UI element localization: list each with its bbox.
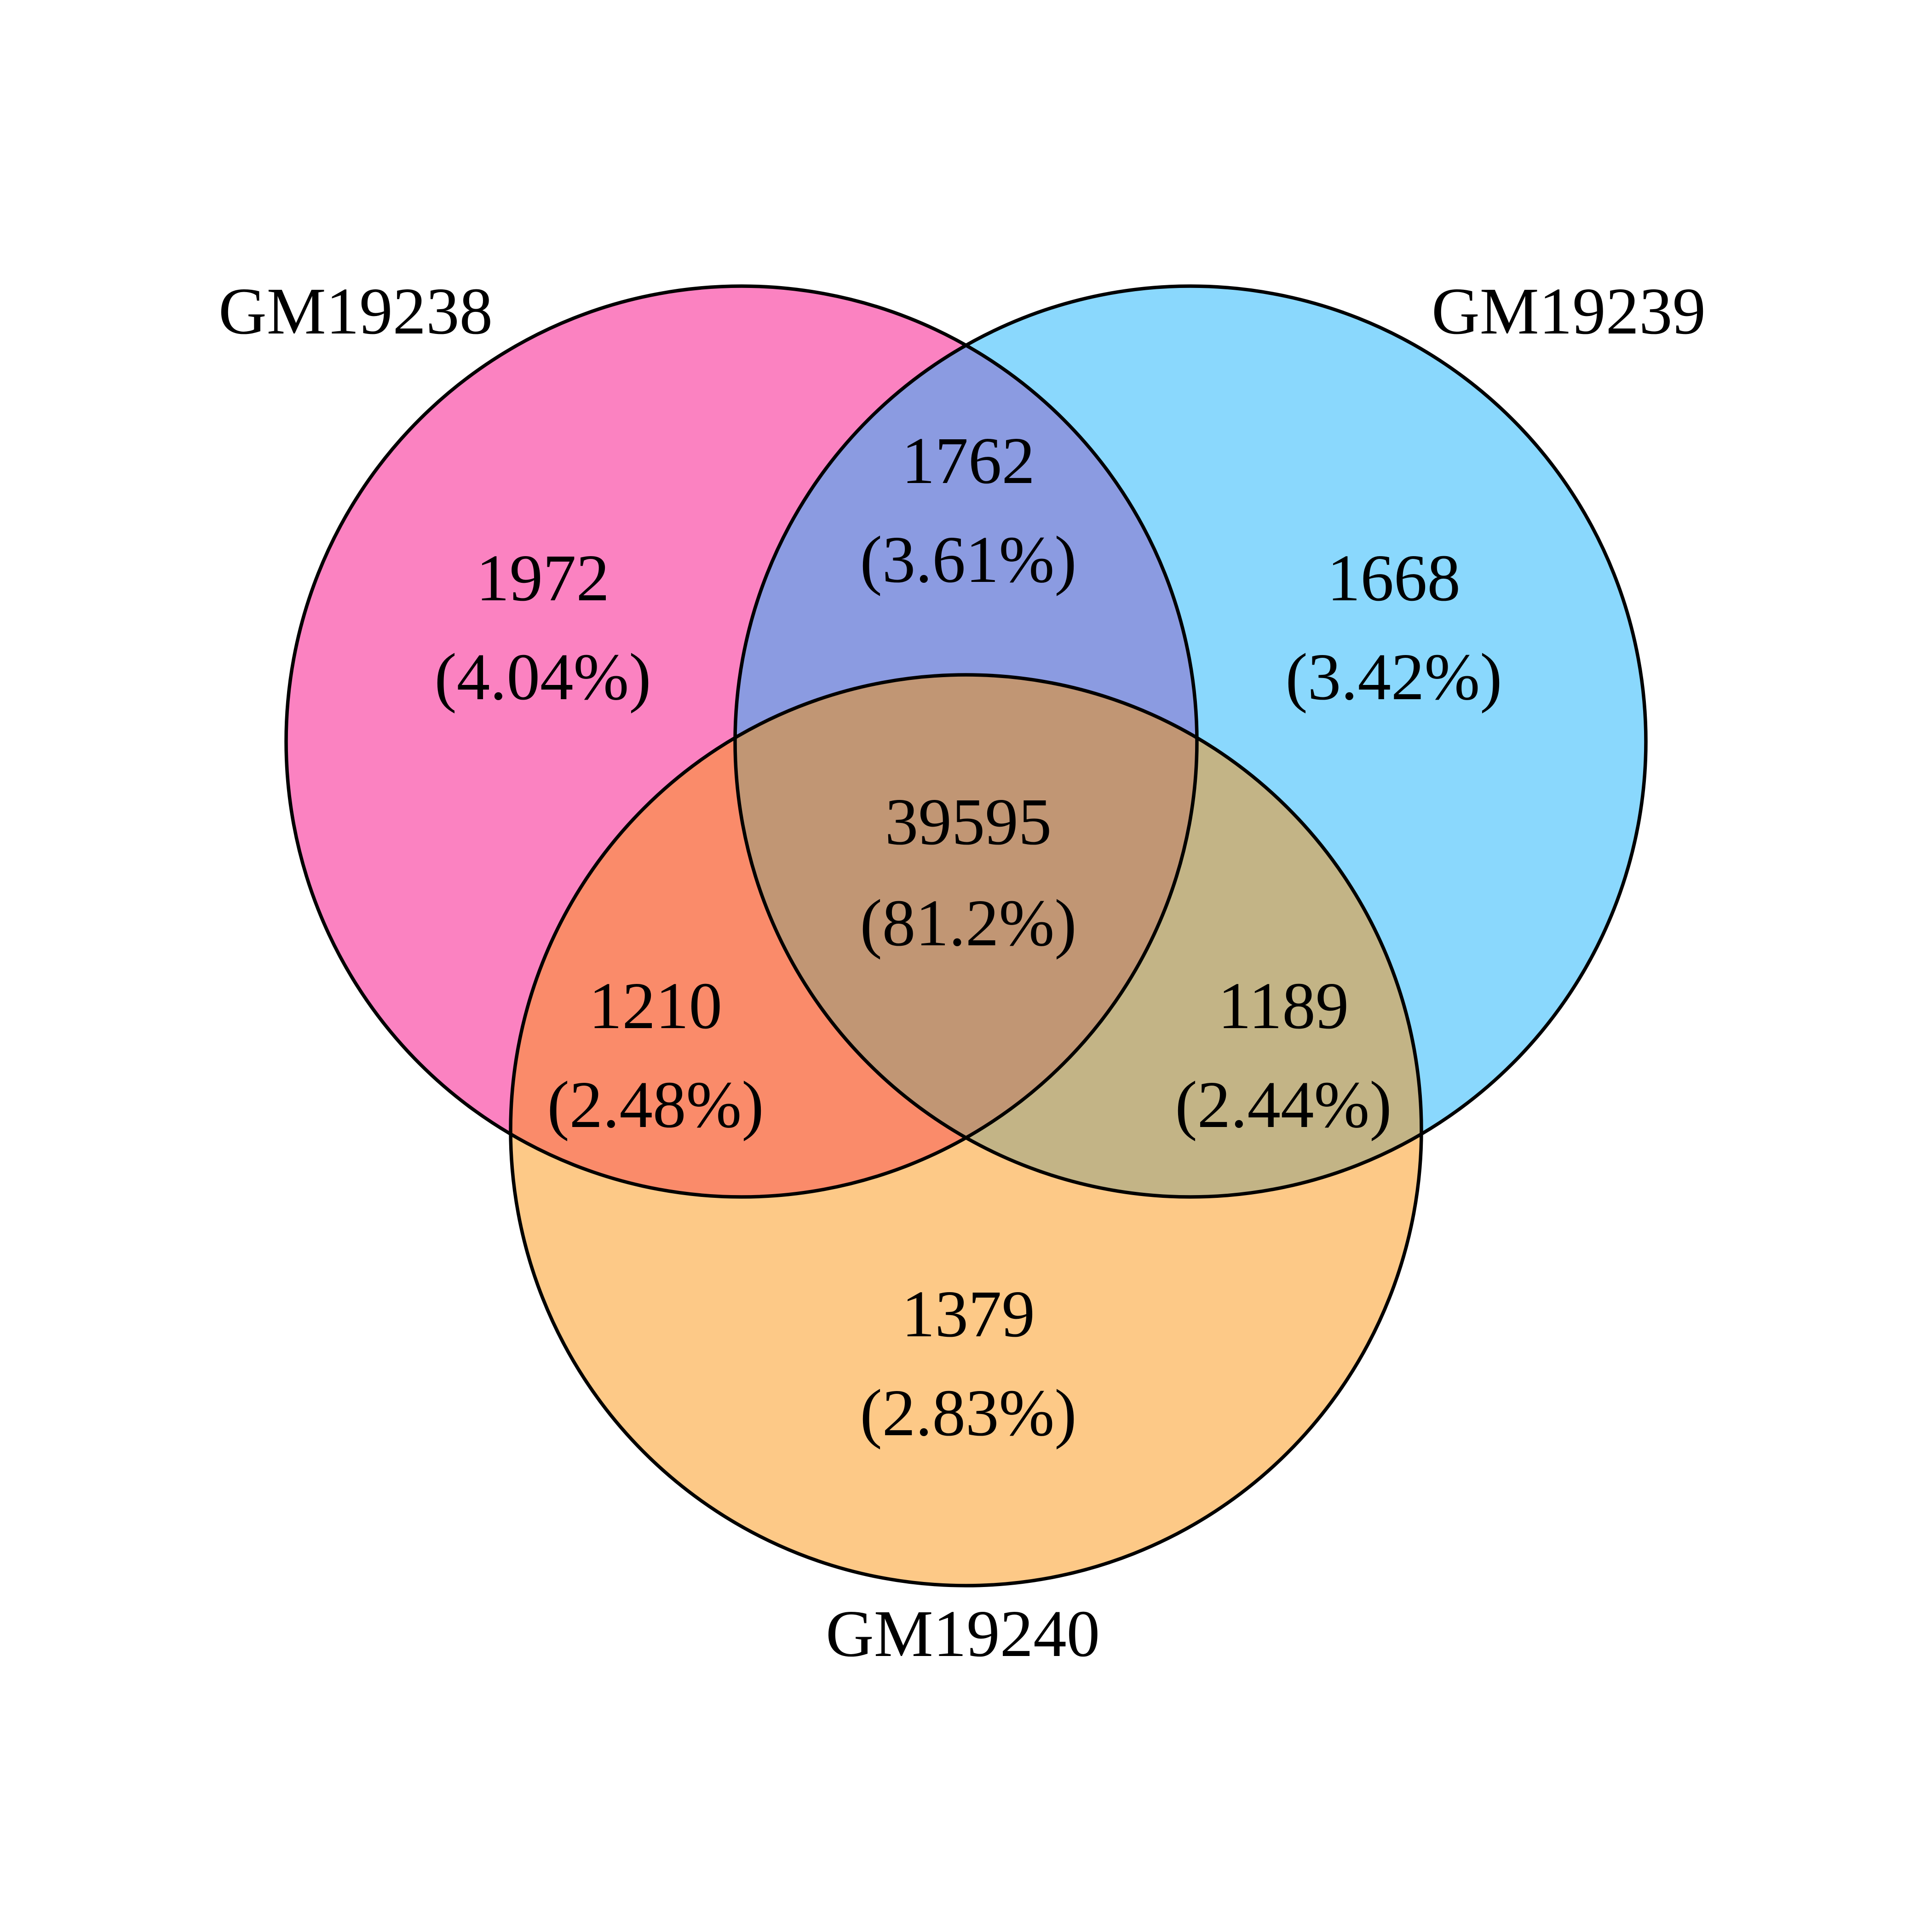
region-b-count: 1668 [1327,541,1460,615]
region-abc-count: 39595 [885,785,1052,859]
region-bc-count: 1189 [1218,969,1349,1043]
region-c-percent: (2.83%) [860,1376,1076,1450]
set-label-gm19238: GM19238 [218,275,493,348]
set-a-outline [284,284,1199,1199]
region-b-percent: (3.42%) [1285,640,1502,714]
set-label-gm19240: GM19240 [826,1597,1100,1671]
region-ab-percent: (3.61%) [860,523,1076,597]
region-ac-count: 1210 [589,969,722,1043]
region-ab-count: 1762 [902,424,1035,498]
region-a-percent: (4.04%) [434,640,651,714]
region-abc-percent: (81.2%) [860,886,1076,960]
region-ac-percent: (2.48%) [547,1068,764,1142]
set-b-outline [733,284,1648,1199]
set-label-gm19239: GM19239 [1432,275,1706,348]
region-bc-percent: (2.44%) [1175,1068,1392,1142]
region-c-count: 1379 [902,1277,1035,1351]
set-c-outline [509,673,1423,1587]
region-a-count: 1972 [476,541,610,615]
